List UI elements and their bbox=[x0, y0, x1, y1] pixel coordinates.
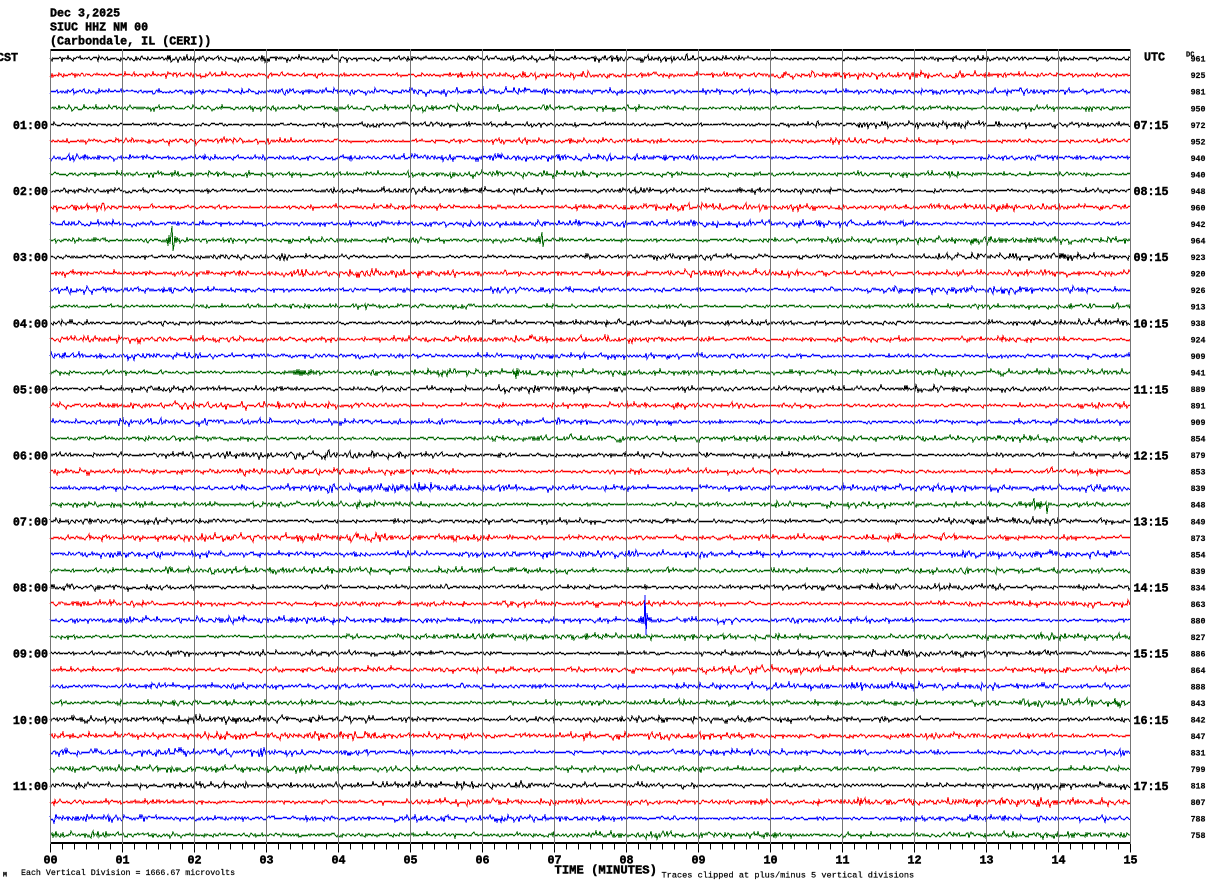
svg-text:942: 942 bbox=[1191, 221, 1206, 230]
svg-text:11:15: 11:15 bbox=[1134, 383, 1169, 397]
svg-text:11: 11 bbox=[835, 854, 849, 868]
svg-text:889: 889 bbox=[1191, 386, 1206, 395]
svg-text:847: 847 bbox=[1191, 733, 1206, 742]
svg-text:01:00: 01:00 bbox=[13, 119, 48, 133]
svg-text:909: 909 bbox=[1191, 419, 1206, 428]
svg-text:(Carbondale, IL (CERI)): (Carbondale, IL (CERI)) bbox=[50, 35, 211, 49]
svg-text:M: M bbox=[3, 872, 7, 879]
svg-text:888: 888 bbox=[1191, 683, 1206, 692]
svg-text:941: 941 bbox=[1191, 370, 1206, 379]
svg-text:924: 924 bbox=[1191, 337, 1206, 346]
svg-text:02: 02 bbox=[187, 854, 201, 868]
svg-text:13: 13 bbox=[979, 854, 993, 868]
svg-text:818: 818 bbox=[1191, 783, 1206, 792]
svg-text:948: 948 bbox=[1191, 188, 1206, 197]
svg-text:913: 913 bbox=[1191, 304, 1206, 313]
svg-text:UTC: UTC bbox=[1144, 51, 1165, 65]
svg-text:17:15: 17:15 bbox=[1134, 780, 1169, 794]
svg-text:909: 909 bbox=[1191, 353, 1206, 362]
svg-text:864: 864 bbox=[1191, 667, 1206, 676]
svg-text:799: 799 bbox=[1191, 766, 1206, 775]
svg-text:854: 854 bbox=[1191, 436, 1206, 445]
svg-text:950: 950 bbox=[1191, 105, 1206, 114]
svg-text:848: 848 bbox=[1191, 502, 1206, 511]
svg-text:788: 788 bbox=[1191, 816, 1206, 825]
svg-text:04: 04 bbox=[331, 854, 345, 868]
svg-text:04:00: 04:00 bbox=[13, 317, 48, 331]
svg-text:10:15: 10:15 bbox=[1134, 317, 1169, 331]
svg-text:Dec 3,2025: Dec 3,2025 bbox=[50, 7, 120, 21]
svg-text:Traces clipped at plus/minus 5: Traces clipped at plus/minus 5 vertical … bbox=[662, 871, 915, 881]
svg-text:920: 920 bbox=[1191, 270, 1206, 279]
svg-text:758: 758 bbox=[1191, 832, 1206, 841]
svg-text:10: 10 bbox=[763, 854, 777, 868]
svg-text:15: 15 bbox=[1123, 854, 1137, 868]
svg-text:16:15: 16:15 bbox=[1134, 714, 1169, 728]
svg-text:11:00: 11:00 bbox=[13, 780, 48, 794]
svg-text:05: 05 bbox=[403, 854, 417, 868]
svg-text:886: 886 bbox=[1191, 650, 1206, 659]
svg-text:01: 01 bbox=[115, 854, 129, 868]
svg-text:09: 09 bbox=[691, 854, 705, 868]
svg-text:DC: DC bbox=[1186, 52, 1194, 60]
svg-text:CST: CST bbox=[0, 51, 18, 65]
svg-text:02:00: 02:00 bbox=[13, 185, 48, 199]
svg-text:12:15: 12:15 bbox=[1134, 449, 1169, 463]
svg-text:09:15: 09:15 bbox=[1134, 251, 1169, 265]
svg-text:891: 891 bbox=[1191, 403, 1206, 412]
svg-text:925: 925 bbox=[1191, 72, 1206, 81]
svg-text:879: 879 bbox=[1191, 452, 1206, 461]
svg-text:SIUC HHZ NM 00: SIUC HHZ NM 00 bbox=[50, 21, 148, 35]
svg-text:849: 849 bbox=[1191, 518, 1206, 527]
svg-text:873: 873 bbox=[1191, 535, 1206, 544]
svg-text:972: 972 bbox=[1191, 122, 1206, 131]
svg-text:TIME (MINUTES): TIME (MINUTES) bbox=[555, 864, 657, 878]
svg-text:926: 926 bbox=[1191, 287, 1206, 296]
svg-text:12: 12 bbox=[907, 854, 921, 868]
svg-text:839: 839 bbox=[1191, 485, 1206, 494]
svg-text:940: 940 bbox=[1191, 171, 1206, 180]
svg-text:923: 923 bbox=[1191, 254, 1206, 263]
svg-text:08:00: 08:00 bbox=[13, 582, 48, 596]
svg-text:827: 827 bbox=[1191, 634, 1206, 643]
svg-text:07:15: 07:15 bbox=[1134, 119, 1169, 133]
svg-text:807: 807 bbox=[1191, 799, 1206, 808]
svg-text:00: 00 bbox=[43, 854, 57, 868]
svg-text:03:00: 03:00 bbox=[13, 251, 48, 265]
svg-text:06: 06 bbox=[475, 854, 489, 868]
svg-text:964: 964 bbox=[1191, 237, 1206, 246]
svg-text:961: 961 bbox=[1191, 56, 1206, 65]
svg-text:938: 938 bbox=[1191, 320, 1206, 329]
svg-text:952: 952 bbox=[1191, 138, 1206, 147]
svg-text:09:00: 09:00 bbox=[13, 648, 48, 662]
svg-text:Each Vertical Division = 1666.: Each Vertical Division = 1666.67 microvo… bbox=[21, 868, 235, 878]
svg-text:13:15: 13:15 bbox=[1134, 516, 1169, 530]
svg-text:14: 14 bbox=[1051, 854, 1065, 868]
svg-text:842: 842 bbox=[1191, 717, 1206, 726]
svg-text:834: 834 bbox=[1191, 584, 1206, 593]
svg-text:880: 880 bbox=[1191, 617, 1206, 626]
svg-text:843: 843 bbox=[1191, 700, 1206, 709]
svg-text:15:15: 15:15 bbox=[1134, 648, 1169, 662]
svg-text:08: 08 bbox=[619, 854, 633, 868]
svg-text:981: 981 bbox=[1191, 89, 1206, 98]
svg-text:960: 960 bbox=[1191, 204, 1206, 213]
svg-text:863: 863 bbox=[1191, 601, 1206, 610]
svg-text:03: 03 bbox=[259, 854, 273, 868]
svg-text:854: 854 bbox=[1191, 551, 1206, 560]
svg-text:853: 853 bbox=[1191, 469, 1206, 478]
svg-text:08:15: 08:15 bbox=[1134, 185, 1169, 199]
svg-text:07: 07 bbox=[547, 854, 561, 868]
svg-text:839: 839 bbox=[1191, 568, 1206, 577]
svg-text:07:00: 07:00 bbox=[13, 516, 48, 530]
svg-text:05:00: 05:00 bbox=[13, 383, 48, 397]
svg-text:06:00: 06:00 bbox=[13, 449, 48, 463]
svg-text:831: 831 bbox=[1191, 750, 1206, 759]
svg-text:14:15: 14:15 bbox=[1134, 582, 1169, 596]
svg-text:940: 940 bbox=[1191, 155, 1206, 164]
svg-text:10:00: 10:00 bbox=[13, 714, 48, 728]
